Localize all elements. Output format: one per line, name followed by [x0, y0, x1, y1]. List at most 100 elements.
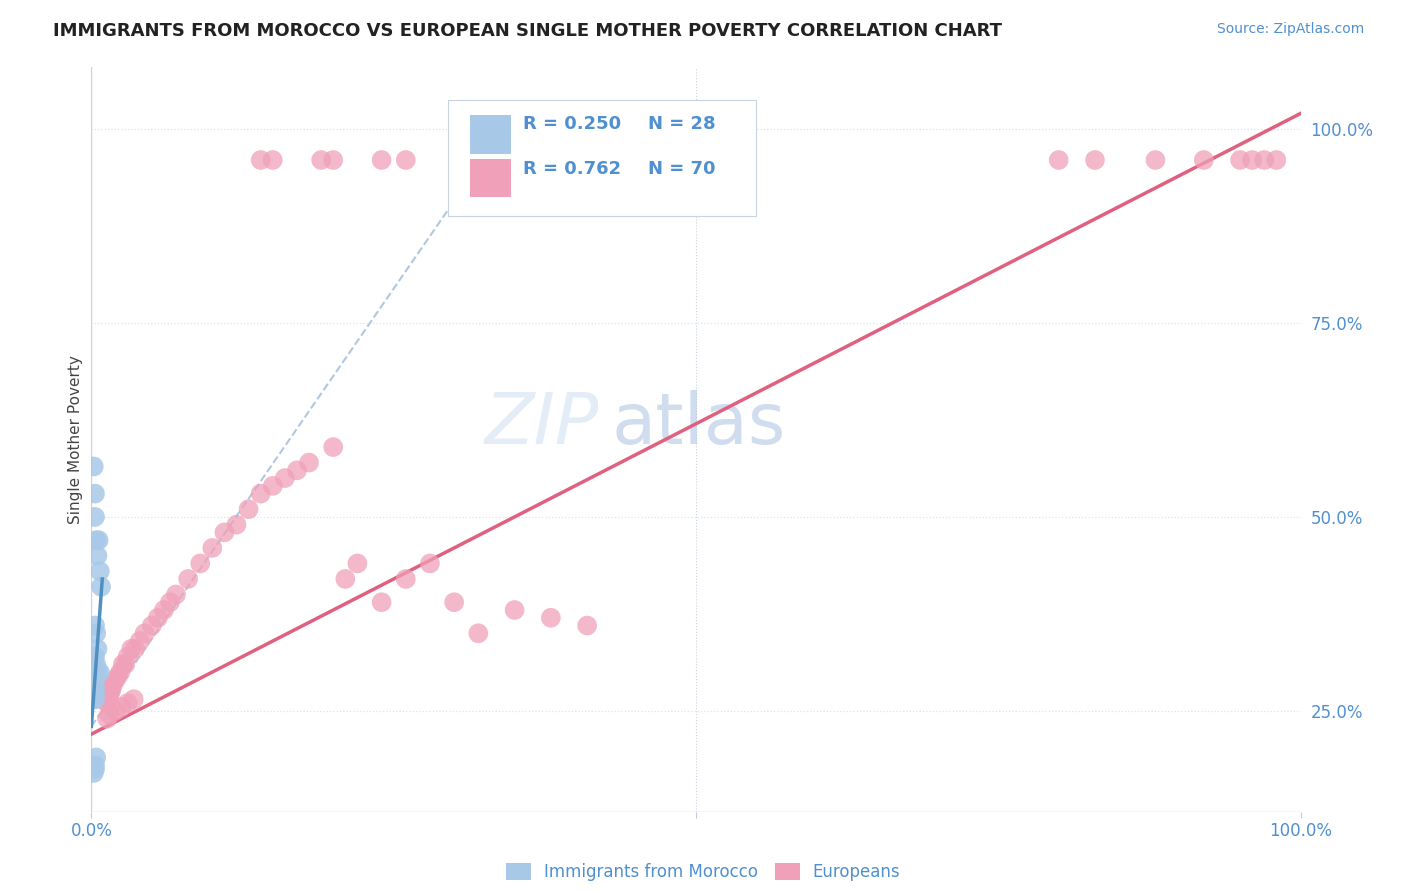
Point [84, 533, 107, 548]
Point [117, 649, 139, 664]
Point [89, 564, 111, 578]
Point [90, 692, 112, 706]
Point [110, 665, 132, 679]
Point [91, 689, 114, 703]
Point [503, 603, 526, 617]
Point [84, 509, 107, 524]
Point [84, 689, 107, 703]
Point [84, 649, 107, 664]
Point [89, 665, 111, 679]
Point [96, 712, 118, 726]
Point [1084, 153, 1107, 167]
Point [370, 153, 392, 167]
Point [274, 471, 297, 485]
Point [120, 641, 142, 656]
Point [84, 626, 107, 640]
Point [395, 153, 418, 167]
Point [83, 766, 105, 780]
Point [111, 657, 134, 672]
Point [117, 696, 139, 710]
Point [104, 704, 127, 718]
Text: N = 28: N = 28 [648, 115, 716, 133]
Point [346, 557, 368, 571]
Point [467, 626, 489, 640]
Point [322, 440, 344, 454]
Point [128, 634, 150, 648]
Point [84, 758, 107, 772]
FancyBboxPatch shape [470, 115, 510, 154]
Point [238, 502, 260, 516]
Point [419, 557, 441, 571]
Point [395, 572, 418, 586]
Point [83, 649, 105, 664]
Point [90, 580, 112, 594]
Y-axis label: Single Mother Poverty: Single Mother Poverty [67, 355, 83, 524]
Point [134, 626, 156, 640]
Point [159, 595, 181, 609]
Point [96, 696, 118, 710]
Point [1265, 153, 1288, 167]
Point [1144, 153, 1167, 167]
Point [443, 595, 465, 609]
Point [335, 572, 357, 586]
Point [83, 692, 105, 706]
Point [87, 533, 110, 548]
Point [1229, 153, 1251, 167]
Point [94, 687, 117, 701]
Point [101, 681, 124, 695]
Point [84, 692, 107, 706]
Point [262, 153, 284, 167]
Point [86, 689, 108, 703]
Point [1047, 153, 1070, 167]
Text: ZIP: ZIP [485, 390, 599, 458]
Point [111, 700, 132, 714]
Point [84, 673, 107, 687]
Point [84, 684, 107, 698]
Point [83, 689, 105, 703]
Point [93, 690, 115, 704]
Point [98, 689, 121, 703]
Point [84, 681, 107, 695]
Point [322, 153, 344, 167]
Point [141, 618, 163, 632]
Point [83, 459, 105, 474]
Point [100, 684, 122, 698]
Point [84, 618, 107, 632]
Point [89, 684, 111, 698]
Point [576, 618, 599, 632]
Text: R = 0.250: R = 0.250 [523, 115, 621, 133]
Point [540, 611, 562, 625]
Point [114, 657, 136, 672]
Point [86, 641, 108, 656]
Point [104, 673, 127, 687]
FancyBboxPatch shape [449, 101, 756, 216]
Point [262, 479, 284, 493]
Point [97, 692, 120, 706]
Point [83, 689, 105, 703]
Point [225, 517, 247, 532]
Point [298, 456, 321, 470]
Point [249, 153, 271, 167]
Point [309, 153, 332, 167]
Point [214, 525, 236, 540]
Point [122, 692, 145, 706]
Text: R = 0.762: R = 0.762 [523, 160, 621, 178]
Point [201, 541, 224, 555]
Point [249, 486, 271, 500]
Point [1253, 153, 1275, 167]
Point [107, 669, 129, 683]
Point [1241, 153, 1264, 167]
Point [84, 657, 107, 672]
Point [124, 641, 146, 656]
Point [98, 707, 121, 722]
Point [93, 684, 115, 698]
Point [188, 557, 211, 571]
Point [84, 762, 107, 776]
Point [153, 603, 176, 617]
Point [1192, 153, 1215, 167]
Point [146, 611, 169, 625]
Point [86, 549, 108, 563]
Point [165, 587, 187, 601]
Point [101, 676, 124, 690]
Point [177, 572, 200, 586]
